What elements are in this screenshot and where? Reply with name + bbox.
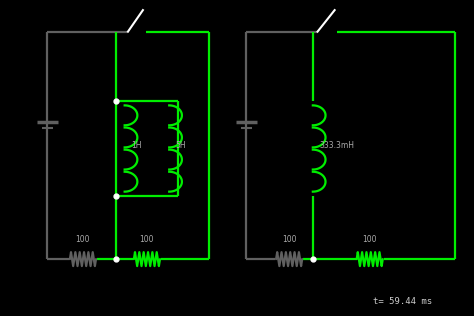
Text: 100: 100 (140, 235, 154, 244)
Text: 333.3mH: 333.3mH (319, 141, 355, 150)
Text: 1H: 1H (131, 141, 141, 150)
Text: 100: 100 (363, 235, 377, 244)
Text: 5H: 5H (175, 141, 186, 150)
Text: t= 59.44 ms: t= 59.44 ms (374, 297, 432, 306)
Text: 100: 100 (282, 235, 296, 244)
Text: 100: 100 (76, 235, 90, 244)
